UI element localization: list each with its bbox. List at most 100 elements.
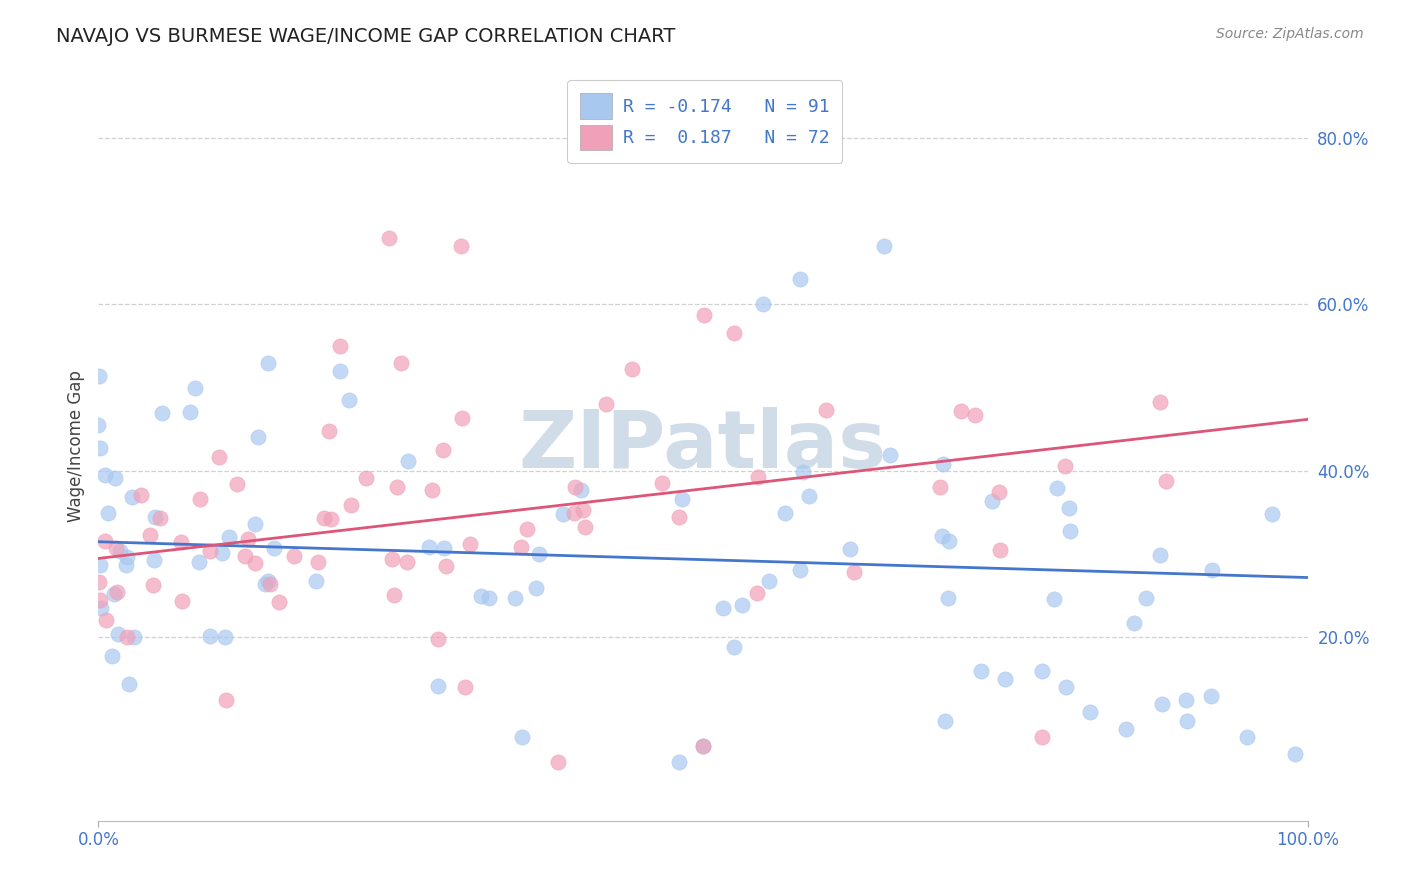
Point [124, 630, 146, 644]
Point [89, 441, 111, 455]
Point [928, 481, 950, 495]
Point [1201, 563, 1223, 577]
Point [214, 630, 236, 644]
Point [256, 356, 278, 370]
Point [427, 679, 450, 693]
Point [931, 528, 953, 542]
Point [105, 584, 128, 599]
Point [747, 586, 769, 600]
Point [432, 442, 454, 457]
Point [564, 480, 586, 494]
Point [243, 516, 266, 531]
Point [879, 448, 901, 462]
Point [115, 549, 138, 564]
Point [129, 488, 152, 502]
Legend: R = -0.174   N = 91, R =  0.187   N = 72: R = -0.174 N = 91, R = 0.187 N = 72 [567, 80, 842, 163]
Point [572, 503, 595, 517]
Point [307, 555, 329, 569]
Point [257, 574, 280, 589]
Point [692, 739, 714, 753]
Point [149, 511, 172, 525]
Point [142, 553, 165, 567]
Point [319, 512, 342, 526]
Point [381, 551, 404, 566]
Point [815, 403, 838, 417]
Point [1059, 524, 1081, 539]
Y-axis label: Wage/Income Gap: Wage/Income Gap [66, 370, 84, 522]
Point [1174, 693, 1197, 707]
Point [418, 541, 440, 555]
Point [799, 489, 821, 503]
Point [90, 600, 112, 615]
Point [668, 510, 690, 524]
Point [94, 468, 117, 483]
Point [150, 406, 173, 420]
Point [1152, 697, 1174, 711]
Point [170, 593, 193, 607]
Point [434, 559, 457, 574]
Point [245, 556, 267, 570]
Point [1115, 722, 1137, 736]
Point [1199, 689, 1222, 703]
Point [236, 533, 259, 547]
Point [143, 509, 166, 524]
Point [253, 576, 276, 591]
Point [747, 470, 769, 484]
Point [510, 731, 533, 745]
Point [516, 522, 538, 536]
Point [104, 541, 127, 556]
Point [842, 565, 865, 579]
Point [218, 530, 240, 544]
Point [118, 677, 141, 691]
Point [470, 590, 492, 604]
Point [426, 632, 449, 646]
Point [503, 591, 526, 605]
Point [269, 595, 291, 609]
Point [329, 364, 352, 378]
Point [356, 471, 378, 485]
Point [179, 405, 201, 419]
Point [89, 593, 111, 607]
Point [1057, 501, 1080, 516]
Point [527, 547, 550, 561]
Point [340, 498, 363, 512]
Point [377, 231, 399, 245]
Point [225, 476, 247, 491]
Point [103, 587, 125, 601]
Text: NAVAJO VS BURMESE WAGE/INCOME GAP CORRELATION CHART: NAVAJO VS BURMESE WAGE/INCOME GAP CORREL… [56, 27, 676, 45]
Point [188, 492, 211, 507]
Point [389, 356, 412, 370]
Point [693, 308, 716, 322]
Point [711, 600, 734, 615]
Point [562, 506, 585, 520]
Point [988, 542, 1011, 557]
Point [1122, 615, 1144, 630]
Point [1045, 481, 1067, 495]
Point [215, 693, 238, 707]
Point [980, 493, 1002, 508]
Point [752, 297, 775, 311]
Point [1261, 507, 1284, 521]
Point [963, 408, 986, 422]
Point [1042, 591, 1064, 606]
Point [970, 664, 993, 678]
Point [339, 392, 361, 407]
Point [259, 577, 281, 591]
Point [1284, 747, 1306, 761]
Point [1175, 714, 1198, 728]
Point [873, 239, 896, 253]
Point [283, 549, 305, 563]
Point [382, 589, 405, 603]
Point [789, 272, 811, 286]
Point [839, 542, 862, 557]
Point [89, 368, 111, 383]
Point [184, 381, 207, 395]
Point [1054, 459, 1077, 474]
Point [211, 546, 233, 560]
Point [108, 544, 131, 558]
Point [553, 508, 575, 522]
Point [87, 575, 110, 590]
Point [668, 756, 690, 770]
Point [569, 483, 592, 498]
Point [433, 541, 456, 555]
